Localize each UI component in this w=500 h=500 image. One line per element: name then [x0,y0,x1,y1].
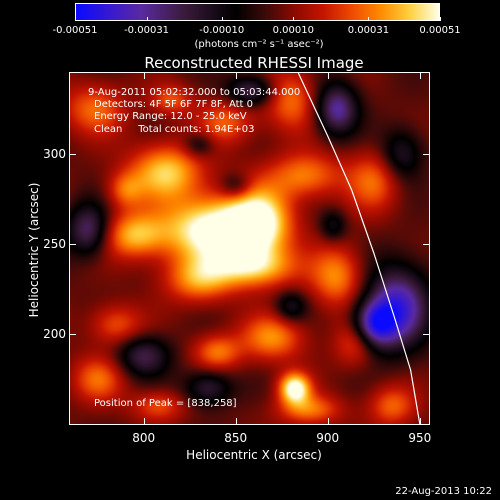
colorbar-tick [222,17,223,21]
x-tick-label: 900 [316,431,340,445]
heatmap-plot [69,72,430,425]
y-tick-label: 300 [43,147,66,161]
colorbar-tick [293,17,294,21]
overlay-time: 9-Aug-2011 05:02:32.000 to 05:03:44.000 [88,87,301,98]
x-tick-label: 800 [132,431,156,445]
x-tick-mark [420,418,421,424]
y-tick-mark [70,154,76,155]
colorbar-units: (photons cm⁻² s⁻¹ asec⁻²) [194,39,324,50]
y-tick-mark-right [423,154,429,155]
colorbar-tick-label: -0.00051 [52,25,98,36]
colorbar-tick-label: 0.00010 [272,25,314,36]
x-tick-mark [236,418,237,424]
colorbar-tick-label: 0.00031 [347,25,390,36]
x-tick-mark [328,418,329,424]
colorbar-tick [440,17,441,21]
x-tick-mark-top [144,73,145,79]
x-tick-label: 950 [408,431,432,445]
colorbar-tick [75,17,76,21]
overlay-detectors: Detectors: 4F 5F 6F 7F 8F, Att 0 [94,99,254,110]
colorbar [75,3,440,21]
overlay-clean: Clean Total counts: 1.94E+03 [94,124,255,135]
y-axis-label: Heliocentric Y (arcsec) [27,182,41,318]
y-tick-mark-right [423,334,429,335]
y-tick-label: 200 [43,327,66,341]
x-tick-mark [144,418,145,424]
colorbar-tick [147,17,148,21]
x-tick-mark-top [420,73,421,79]
y-tick-mark-right [423,244,429,245]
y-tick-label: 250 [43,237,66,251]
x-tick-label: 850 [224,431,248,445]
x-tick-mark-top [236,73,237,79]
x-axis-label: Heliocentric X (arcsec) [186,448,322,462]
solar-limb-line [297,73,421,424]
heatmap-image [70,73,429,424]
colorbar-tick-label: -0.00031 [124,25,170,36]
y-tick-mark [70,334,76,335]
y-tick-mark [70,244,76,245]
overlay-energy: Energy Range: 12.0 - 25.0 keV [94,111,247,122]
colorbar-tick-label: -0.00010 [199,25,245,36]
colorbar-tick [368,17,369,21]
heatmap-svg [70,73,429,424]
x-tick-mark-top [328,73,329,79]
timestamp: 22-Aug-2013 10:22 [395,486,492,497]
colorbar-tick-label: 0.00051 [419,25,461,36]
plot-title: Reconstructed RHESSI Image [144,54,364,72]
overlay-peak: Position of Peak = [838,258] [94,398,237,409]
